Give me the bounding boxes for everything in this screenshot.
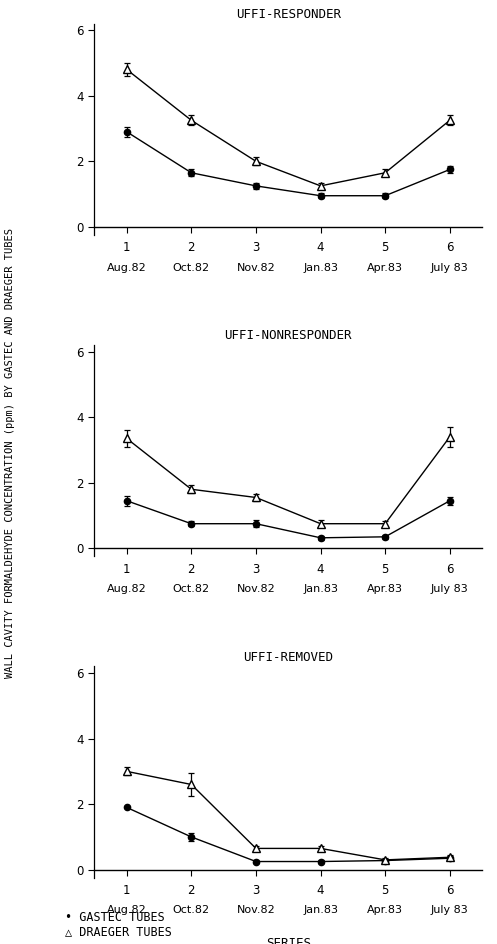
Text: 1: 1: [123, 242, 131, 255]
Text: 2: 2: [187, 885, 195, 897]
Text: Oct.82: Oct.82: [173, 905, 210, 916]
Text: Aug.82: Aug.82: [107, 262, 147, 273]
Text: July 83: July 83: [431, 262, 469, 273]
Text: WALL CAVITY FORMALDEHYDE CONCENTRATION (ppm) BY GASTEC AND DRAEGER TUBES: WALL CAVITY FORMALDEHYDE CONCENTRATION (…: [5, 228, 15, 678]
Text: 6: 6: [446, 563, 454, 576]
Text: 4: 4: [317, 563, 325, 576]
Text: Nov.82: Nov.82: [237, 584, 275, 594]
Title: UFFI-RESPONDER: UFFI-RESPONDER: [236, 8, 341, 21]
Text: 2: 2: [187, 563, 195, 576]
Title: UFFI-NONRESPONDER: UFFI-NONRESPONDER: [225, 329, 352, 343]
Text: SERIES: SERIES: [266, 937, 311, 944]
Text: 3: 3: [252, 885, 259, 897]
Text: 5: 5: [382, 563, 389, 576]
Text: • GASTEC TUBES: • GASTEC TUBES: [65, 911, 165, 924]
Text: 4: 4: [317, 242, 325, 255]
Text: 1: 1: [123, 885, 131, 897]
Text: 5: 5: [382, 242, 389, 255]
Text: July 83: July 83: [431, 905, 469, 916]
Text: Aug.82: Aug.82: [107, 584, 147, 594]
Text: Apr.83: Apr.83: [367, 262, 403, 273]
Text: Jan.83: Jan.83: [303, 262, 338, 273]
Text: 3: 3: [252, 242, 259, 255]
Text: 3: 3: [252, 563, 259, 576]
Title: UFFI-REMOVED: UFFI-REMOVED: [243, 651, 333, 664]
Text: 6: 6: [446, 885, 454, 897]
Text: Jan.83: Jan.83: [303, 905, 338, 916]
Text: Nov.82: Nov.82: [237, 905, 275, 916]
Text: 2: 2: [187, 242, 195, 255]
Text: 1: 1: [123, 563, 131, 576]
Text: Apr.83: Apr.83: [367, 905, 403, 916]
Text: Apr.83: Apr.83: [367, 584, 403, 594]
Text: Oct.82: Oct.82: [173, 262, 210, 273]
Text: Oct.82: Oct.82: [173, 584, 210, 594]
Text: △ DRAEGER TUBES: △ DRAEGER TUBES: [65, 925, 171, 938]
Text: Nov.82: Nov.82: [237, 262, 275, 273]
Text: July 83: July 83: [431, 584, 469, 594]
Text: Jan.83: Jan.83: [303, 584, 338, 594]
Text: 6: 6: [446, 242, 454, 255]
Text: 5: 5: [382, 885, 389, 897]
Text: 4: 4: [317, 885, 325, 897]
Text: Aug.82: Aug.82: [107, 905, 147, 916]
